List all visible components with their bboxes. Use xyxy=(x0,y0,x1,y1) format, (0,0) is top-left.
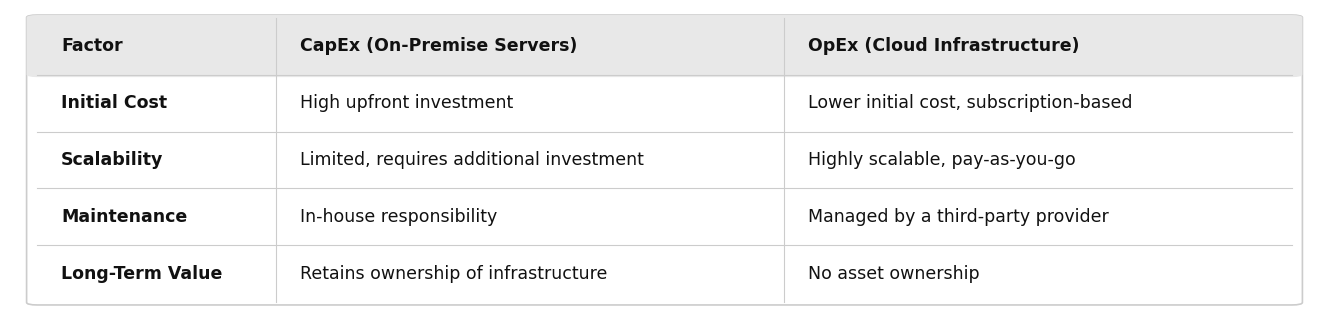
Text: Scalability: Scalability xyxy=(61,151,163,169)
Text: High upfront investment: High upfront investment xyxy=(300,94,513,112)
FancyBboxPatch shape xyxy=(27,15,1302,305)
Text: CapEx (On-Premise Servers): CapEx (On-Premise Servers) xyxy=(300,37,577,55)
Bar xyxy=(37,46,1292,75)
Text: In-house responsibility: In-house responsibility xyxy=(300,208,497,226)
Text: No asset ownership: No asset ownership xyxy=(808,265,979,283)
Text: Highly scalable, pay-as-you-go: Highly scalable, pay-as-you-go xyxy=(808,151,1075,169)
Text: Factor: Factor xyxy=(61,37,122,55)
Text: Initial Cost: Initial Cost xyxy=(61,94,167,112)
Text: Maintenance: Maintenance xyxy=(61,208,187,226)
Text: Lower initial cost, subscription-based: Lower initial cost, subscription-based xyxy=(808,94,1132,112)
Text: Managed by a third-party provider: Managed by a third-party provider xyxy=(808,208,1108,226)
FancyBboxPatch shape xyxy=(27,15,1302,77)
Text: Long-Term Value: Long-Term Value xyxy=(61,265,222,283)
Text: Retains ownership of infrastructure: Retains ownership of infrastructure xyxy=(300,265,607,283)
Text: OpEx (Cloud Infrastructure): OpEx (Cloud Infrastructure) xyxy=(808,37,1079,55)
Text: Limited, requires additional investment: Limited, requires additional investment xyxy=(300,151,643,169)
